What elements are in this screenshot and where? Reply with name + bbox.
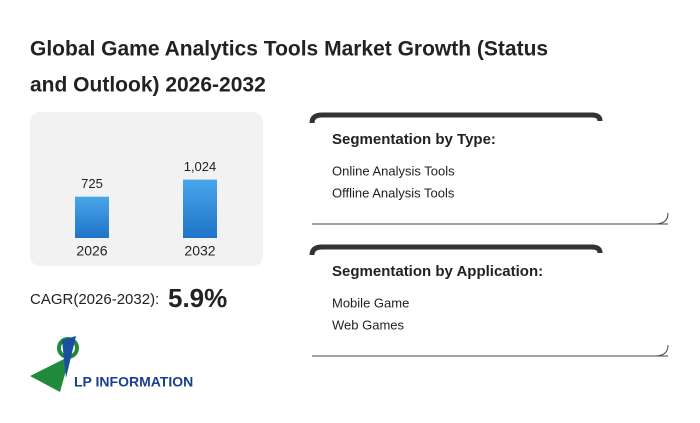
value-label: 725 bbox=[81, 176, 103, 191]
segments: Segmentation by Type: Online Analysis Too… bbox=[309, 112, 669, 357]
bar-chart: 725 2026 1,024 2032 bbox=[75, 159, 217, 259]
cagr-value: 5.9% bbox=[168, 283, 227, 313]
segment-item: Online Analysis Tools bbox=[332, 163, 455, 178]
segment-title: Segmentation by Application: bbox=[332, 263, 543, 280]
segment-item: Offline Analysis Tools bbox=[332, 185, 455, 200]
logo-shape bbox=[30, 356, 70, 392]
segment-title: Segmentation by Type: bbox=[332, 131, 496, 148]
title-line: Global Game Analytics Tools Market Growt… bbox=[30, 38, 548, 61]
bar bbox=[183, 179, 217, 238]
logo-text: LP INFORMATION bbox=[74, 374, 193, 390]
segment-item: Mobile Game bbox=[332, 295, 409, 310]
box-corner bbox=[654, 344, 669, 357]
segment-item: Web Games bbox=[332, 317, 405, 332]
cagr-label: CAGR(2026-2032): bbox=[30, 291, 159, 308]
box-top bbox=[309, 112, 603, 124]
chart-panel bbox=[30, 112, 263, 266]
box-corner bbox=[654, 212, 669, 225]
box-top bbox=[309, 244, 603, 256]
value-label: 1,024 bbox=[184, 159, 217, 174]
logo: LP INFORMATION bbox=[30, 336, 193, 392]
title-line: and Outlook) 2026-2032 bbox=[30, 74, 266, 97]
category-label: 2026 bbox=[76, 243, 107, 259]
bar bbox=[75, 196, 109, 238]
category-label: 2032 bbox=[184, 243, 215, 259]
logo-shape bbox=[62, 336, 76, 378]
